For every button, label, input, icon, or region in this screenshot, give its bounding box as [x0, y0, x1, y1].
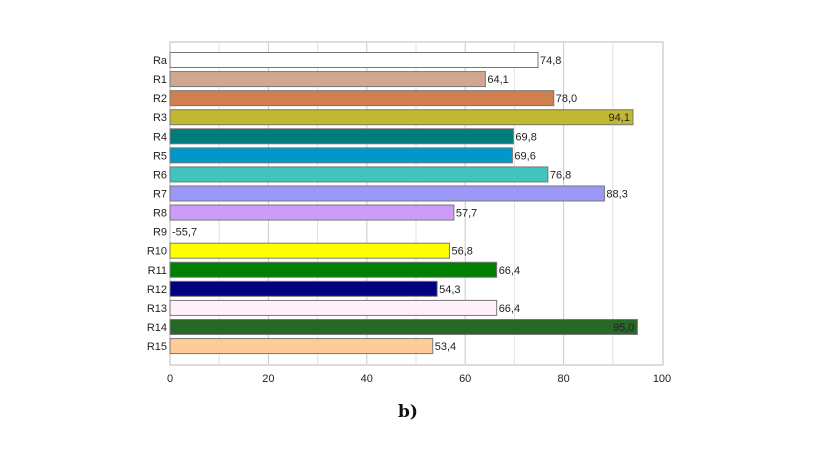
value-label: 66,4	[499, 265, 520, 277]
value-label: 69,6	[514, 150, 535, 162]
value-label: 76,8	[550, 169, 571, 181]
category-label: R14	[147, 322, 167, 334]
category-label: R9	[153, 227, 167, 239]
x-tick-label: 20	[262, 373, 274, 385]
category-label: R3	[153, 112, 167, 124]
value-label: 94,1	[609, 112, 630, 124]
x-tick-label: 80	[557, 373, 569, 385]
category-label: R11	[148, 265, 167, 277]
x-tick-label: 0	[167, 373, 173, 385]
category-label: Ra	[153, 55, 168, 67]
bar	[169, 166, 549, 183]
bar	[169, 185, 605, 202]
x-tick-label: 100	[653, 373, 671, 385]
value-label: 53,4	[435, 341, 456, 353]
bar	[169, 299, 498, 316]
value-label: 56,8	[451, 246, 472, 258]
category-label: R12	[147, 284, 167, 296]
category-label: R7	[153, 188, 167, 200]
bar	[169, 261, 498, 278]
category-label: R4	[153, 131, 167, 143]
bar	[169, 338, 434, 355]
value-label: 64,1	[487, 74, 508, 86]
value-label: 57,7	[456, 208, 477, 220]
bar	[169, 52, 539, 68]
value-label: -55,7	[172, 227, 197, 239]
x-tick-label: 60	[459, 373, 471, 385]
bar	[169, 204, 455, 221]
category-label: R15	[147, 341, 167, 353]
category-label: R10	[147, 246, 167, 258]
figure-caption: b)	[398, 402, 418, 422]
value-label: 95,0	[613, 322, 634, 334]
category-label: R6	[153, 169, 167, 181]
value-label: 54,3	[439, 284, 460, 296]
bar	[169, 147, 513, 164]
bar	[169, 318, 638, 335]
category-label: R1	[153, 74, 167, 86]
bar	[169, 128, 514, 145]
category-label: R2	[153, 93, 167, 105]
bar	[169, 280, 438, 297]
value-label: 66,4	[499, 303, 520, 315]
value-label: 69,8	[515, 131, 536, 143]
x-tick-label: 40	[361, 373, 373, 385]
category-label: R5	[153, 150, 167, 162]
bar	[169, 71, 486, 88]
bar	[169, 90, 555, 107]
value-label: 88,3	[606, 188, 627, 200]
value-label: 74,8	[540, 55, 561, 67]
bar	[169, 242, 450, 259]
category-label: R8	[153, 208, 167, 220]
value-label: 78,0	[556, 93, 577, 105]
category-label: R13	[147, 303, 167, 315]
bar	[169, 109, 634, 126]
